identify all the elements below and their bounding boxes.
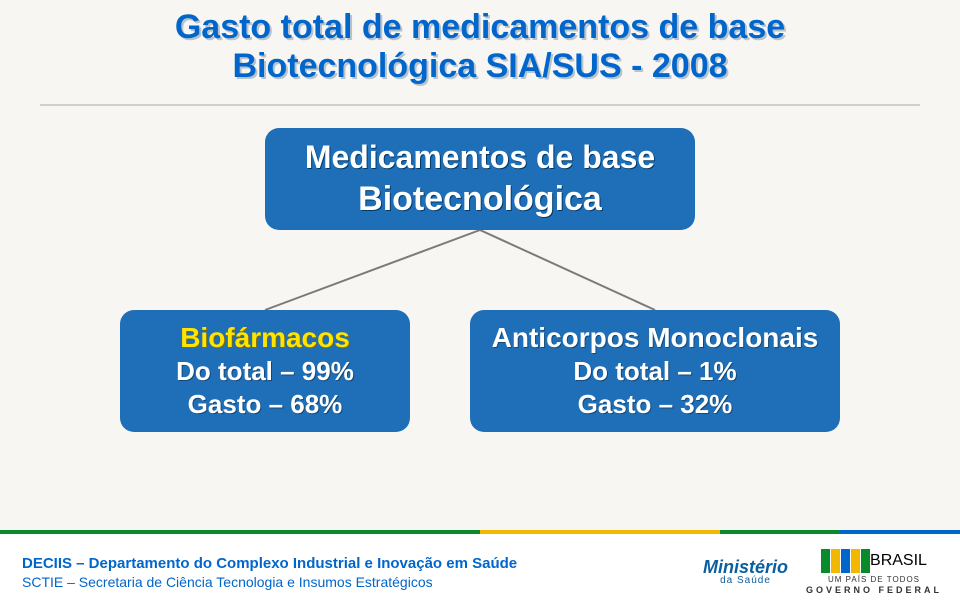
slide: Gasto total de medicamentos de base Biot… [0,0,960,610]
child-line-a: Do total – 1% [573,356,736,387]
parent-line-1: Medicamentos de base [305,139,655,176]
footer: DECIIS – Departamento do Complexo Indust… [0,534,960,610]
child-node-biofarmacos: Biofármacos Do total – 99% Gasto – 68% [120,310,410,432]
brasil-word: BRASIL [870,552,927,570]
footer-line-2: SCTIE – Secretaria de Ciência Tecnologia… [22,574,685,590]
brasil-flag-icon: BRASIL [821,549,927,573]
brasil-logo: BRASIL UM PAÍS DE TODOS GOVERNO FEDERAL [806,549,942,595]
footer-text: DECIIS – Departamento do Complexo Indust… [22,555,685,590]
parent-node: Medicamentos de base Biotecnológica [265,128,695,230]
child-line-b: Gasto – 68% [188,389,343,420]
ministerio-logo: Ministério da Saúde [703,558,788,586]
child-title: Anticorpos Monoclonais [492,322,819,354]
connector-left [265,230,480,310]
ministerio-word: Ministério [703,558,788,576]
child-line-a: Do total – 99% [176,356,354,387]
parent-line-2: Biotecnológica [358,180,602,219]
child-node-anticorpos: Anticorpos Monoclonais Do total – 1% Gas… [470,310,840,432]
brasil-tag-2: GOVERNO FEDERAL [806,585,942,595]
footer-line-1: DECIIS – Departamento do Complexo Indust… [22,555,685,572]
child-title: Biofármacos [180,322,350,354]
connector-lines [0,0,960,530]
child-line-b: Gasto – 32% [578,389,733,420]
brasil-tag-1: UM PAÍS DE TODOS [828,575,920,584]
ministerio-sub: da Saúde [720,576,771,586]
connector-right [480,230,655,310]
